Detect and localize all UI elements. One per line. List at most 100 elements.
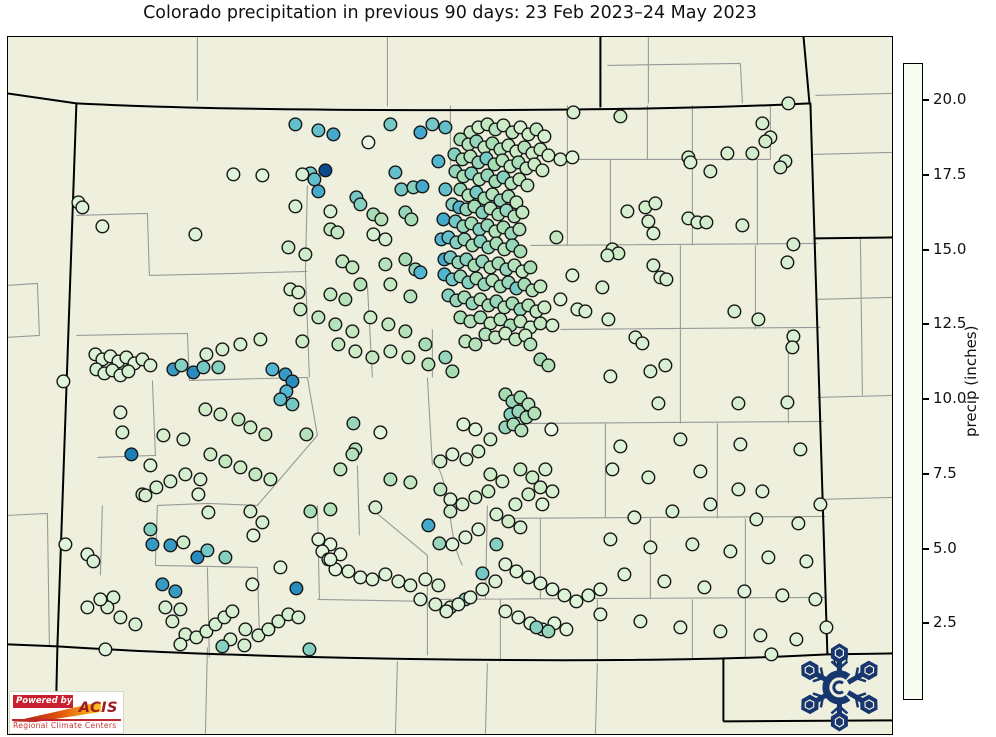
station-dot [378, 567, 393, 582]
station-dot [291, 610, 306, 625]
station-dot [188, 227, 203, 242]
colorbar-tick-mark [923, 99, 929, 102]
station-dot [533, 316, 548, 331]
station-dot [353, 197, 368, 212]
station-dot [703, 164, 718, 179]
station-dot [226, 167, 241, 182]
station-dot [438, 120, 453, 135]
station-dot [86, 554, 101, 569]
station-dot [251, 628, 266, 643]
station-dot [193, 472, 208, 487]
station-dot [658, 358, 673, 373]
station-dot [330, 225, 345, 240]
station-dot [683, 155, 698, 170]
station-dot [190, 550, 205, 565]
station-dot [673, 432, 688, 447]
station-dot [646, 226, 661, 241]
station-dot [643, 364, 658, 379]
station-dot [353, 570, 368, 585]
station-dot [593, 607, 608, 622]
station-dot [404, 212, 419, 227]
station-dot [764, 647, 779, 662]
station-dot [471, 522, 486, 537]
station-dot [311, 310, 326, 325]
station-dot [163, 538, 178, 553]
station-dot [213, 407, 228, 422]
station-dot [780, 255, 795, 270]
acis-powered-by: Powered by [13, 695, 73, 708]
station-dot [233, 337, 248, 352]
station-dot [413, 592, 428, 607]
station-dot [498, 604, 513, 619]
station-dot [537, 300, 552, 315]
station-dot [512, 222, 527, 237]
station-dot [445, 364, 460, 379]
station-dot [473, 310, 488, 325]
station-dot [403, 475, 418, 490]
snowflake-logo [801, 643, 878, 732]
station-dot [258, 427, 273, 442]
station-dot [255, 168, 270, 183]
station-dot [737, 584, 752, 599]
station-dot [620, 204, 635, 219]
station-dot [173, 602, 188, 617]
station-dot [595, 280, 610, 295]
station-dot [731, 396, 746, 411]
station-dot [273, 560, 288, 575]
colorbar-tick-label: 12.5 [933, 314, 967, 333]
station-dot [537, 129, 552, 144]
station-dot [657, 574, 672, 589]
station-dot [488, 574, 503, 589]
station-dot [613, 109, 628, 124]
station-dot [413, 265, 428, 280]
station-dot [513, 520, 528, 535]
station-dot [475, 582, 490, 597]
station-dot [780, 395, 795, 410]
colorbar-tick-mark [923, 472, 929, 475]
station-dot [481, 484, 496, 499]
station-dot [261, 622, 276, 637]
station-dot [699, 215, 714, 230]
station-dot [773, 160, 788, 175]
station-dot [641, 214, 656, 229]
station-dot [557, 588, 572, 603]
station-dot [785, 340, 800, 355]
station-dot [291, 285, 306, 300]
station-dot [727, 304, 742, 319]
station-dot [365, 350, 380, 365]
station-dot [489, 507, 504, 522]
station-dot [333, 462, 348, 477]
station-dot [521, 487, 536, 502]
station-dot [191, 487, 206, 502]
station-dot [633, 614, 648, 629]
station-dot [432, 536, 447, 551]
station-dot [255, 515, 270, 530]
station-dot [529, 620, 544, 635]
station-dot [635, 336, 650, 351]
station-dot [468, 490, 483, 505]
station-dot [641, 470, 656, 485]
station-dot [56, 374, 71, 389]
station-dot [496, 118, 511, 133]
station-dot [303, 504, 318, 519]
station-dot [533, 279, 548, 294]
station-dot [378, 232, 393, 247]
station-dot [781, 96, 796, 111]
station-dot [617, 567, 632, 582]
station-dot [501, 514, 516, 529]
station-dot [569, 594, 584, 609]
station-dot [428, 597, 443, 612]
station-dot [331, 337, 346, 352]
station-dot [745, 146, 760, 161]
station-dot [273, 392, 288, 407]
station-dot [758, 134, 773, 149]
station-dot [378, 257, 393, 272]
station-dot [761, 550, 776, 565]
station-dot [145, 537, 160, 552]
station-dot [545, 484, 560, 499]
station-dot [394, 182, 409, 197]
station-dot [383, 117, 398, 132]
station-dot [720, 146, 735, 161]
station-dot [391, 574, 406, 589]
acis-name: ACIS [78, 700, 118, 716]
